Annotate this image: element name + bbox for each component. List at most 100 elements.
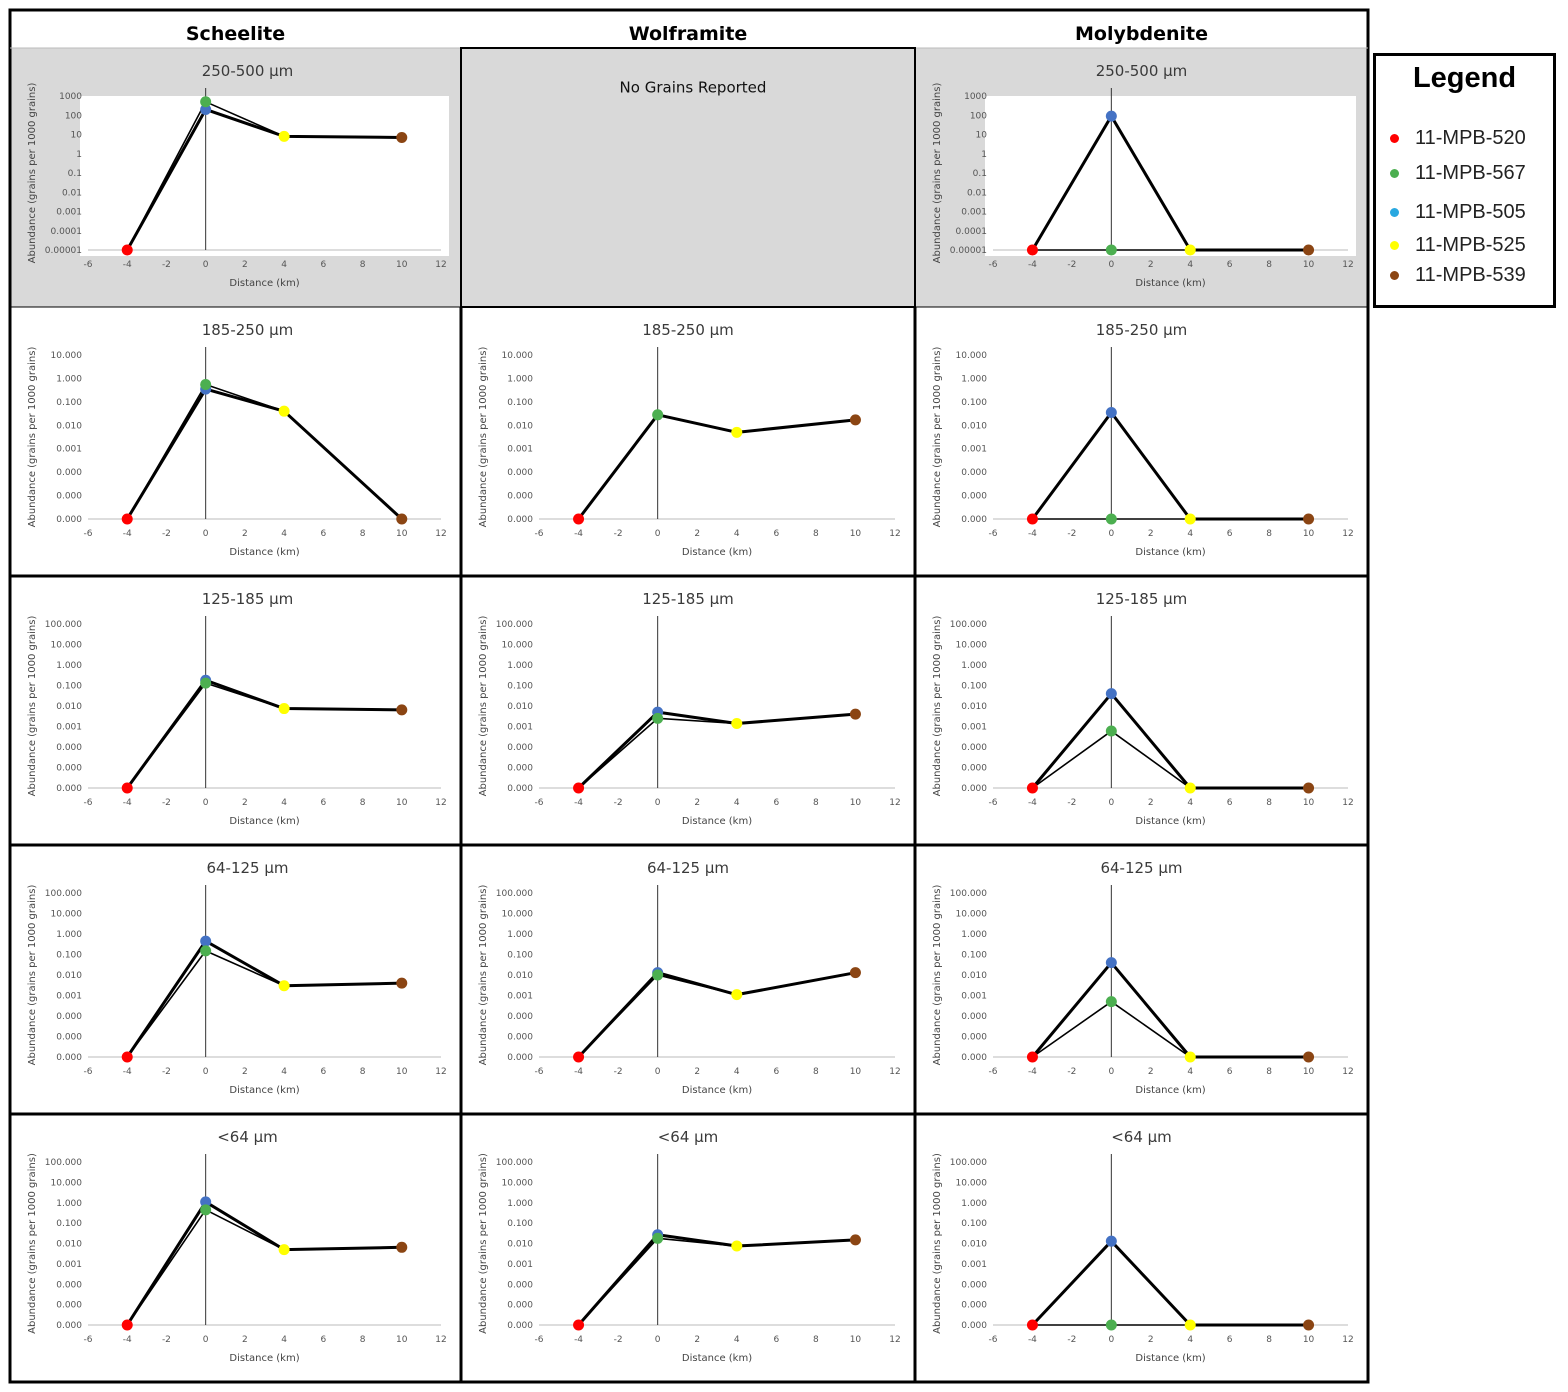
y-tick-label: 0.001 (507, 723, 533, 733)
y-tick-label: 10.000 (502, 910, 534, 920)
y-tick-label: 10 (71, 131, 83, 141)
series-line (126, 100, 402, 251)
y-tick-label: 0.000 (961, 1280, 987, 1290)
y-tick-label: 0.001 (507, 445, 533, 455)
x-tick-label: -4 (123, 529, 132, 539)
x-axis-label: Distance (km) (1135, 547, 1205, 558)
x-tick-label: 6 (320, 529, 326, 539)
data-point (278, 980, 290, 992)
panel-title: 250-500 µm (1096, 62, 1188, 80)
panel-title: 185-250 µm (1096, 321, 1188, 339)
chart-panel: 185-250 µm 0.000 0.000 0.000 0.001 0.010 0.100… (478, 321, 901, 558)
x-tick-label: -4 (1028, 1335, 1037, 1345)
y-tick-label: 0.000 (961, 1301, 987, 1311)
x-tick-label: -6 (989, 1067, 998, 1077)
data-point (1303, 1319, 1315, 1331)
y-tick-label: 0.001 (961, 992, 987, 1002)
data-point (731, 718, 743, 730)
data-point (1105, 513, 1117, 525)
legend-item-2: 11-MPB-505 (1390, 200, 1526, 224)
x-tick-label: -4 (574, 529, 583, 539)
x-tick-label: -2 (162, 1067, 171, 1077)
data-point (278, 1244, 290, 1256)
panel-title: 64-125 µm (1100, 859, 1182, 877)
chart-panel: 125-185 µm 0.000 0.000 0.000 0.001 0.010 0.100… (478, 590, 901, 827)
y-tick-label: 10.000 (51, 351, 83, 361)
data-point (200, 103, 212, 115)
y-tick-label: 1.000 (56, 374, 82, 384)
data-point (1303, 244, 1315, 256)
y-tick-label: 0.000 (56, 764, 82, 774)
data-point (121, 1319, 133, 1331)
y-tick-label: 0.000 (507, 784, 533, 794)
data-point (1026, 782, 1038, 794)
y-tick-label: 0.100 (507, 1219, 533, 1229)
x-tick-label: 6 (1227, 529, 1233, 539)
y-tick-label: 0.000 (961, 468, 987, 478)
x-tick-label: 6 (1227, 1335, 1233, 1345)
y-tick-label: 0.010 (56, 971, 82, 981)
x-tick-label: 2 (1148, 1335, 1154, 1345)
y-tick-label: 1000 (59, 92, 82, 102)
x-tick-label: 6 (773, 1335, 779, 1345)
data-point (849, 1234, 861, 1246)
y-tick-label: 100.000 (950, 889, 987, 899)
header-row (10, 10, 1368, 48)
y-tick-label: 0.000 (507, 1301, 533, 1311)
y-tick-label: 0.000 (961, 492, 987, 502)
y-tick-label: 0.000 (56, 743, 82, 753)
x-tick-label: 10 (850, 798, 862, 808)
x-tick-label: 12 (1342, 1335, 1353, 1345)
series-line (578, 713, 856, 789)
data-point (200, 945, 212, 957)
data-point (1184, 244, 1196, 256)
x-tick-label: 0 (203, 260, 209, 270)
series-line (1031, 1239, 1309, 1327)
y-tick-label: 0.001 (56, 992, 82, 1002)
x-tick-label: 0 (203, 798, 209, 808)
x-tick-label: -2 (162, 1335, 171, 1345)
y-tick-label: 0.001 (56, 723, 82, 733)
y-tick-label: 1.000 (56, 930, 82, 940)
data-point (1303, 513, 1315, 525)
y-tick-label: 1.000 (56, 661, 82, 671)
x-tick-label: 0 (203, 1335, 209, 1345)
x-tick-label: 4 (734, 1067, 740, 1077)
y-tick-label: 0.000 (56, 1033, 82, 1043)
legend-label: 11-MPB-567 (1415, 161, 1526, 184)
data-point (396, 131, 408, 143)
x-tick-label: 10 (1303, 260, 1315, 270)
series-line (125, 387, 403, 521)
data-point (396, 977, 408, 989)
data-point (652, 969, 664, 981)
y-tick-label: 0.000 (507, 1053, 533, 1063)
x-tick-label: -2 (614, 1067, 623, 1077)
x-tick-label: -4 (1028, 529, 1037, 539)
x-tick-label: 2 (1148, 798, 1154, 808)
y-tick-label: 0.000 (961, 1033, 987, 1043)
x-tick-label: 4 (281, 798, 287, 808)
x-tick-label: 10 (396, 1335, 408, 1345)
y-tick-label: 0.0001 (956, 227, 988, 237)
y-tick-label: 0.000 (56, 468, 82, 478)
legend-dot-icon (1390, 168, 1399, 178)
x-tick-label: 0 (1108, 1335, 1114, 1345)
y-tick-label: 1.000 (961, 930, 987, 940)
y-tick-label: 100.000 (496, 889, 533, 899)
x-tick-label: 12 (889, 529, 900, 539)
y-tick-label: 100.000 (950, 1158, 987, 1168)
x-tick-label: 6 (773, 529, 779, 539)
x-tick-label: 2 (242, 1335, 248, 1345)
y-tick-label: 100.000 (950, 620, 987, 630)
y-tick-label: 0.100 (961, 1219, 987, 1229)
data-point (849, 967, 861, 979)
legend-label: 11-MPB-525 (1415, 233, 1526, 256)
x-tick-label: 8 (360, 798, 366, 808)
data-point (200, 935, 212, 947)
y-tick-label: 0.100 (56, 951, 82, 961)
data-point (652, 712, 664, 724)
x-tick-label: 6 (1227, 260, 1233, 270)
x-tick-label: -2 (1067, 529, 1076, 539)
y-tick-label: 0.000 (56, 515, 82, 525)
data-point (573, 782, 585, 794)
